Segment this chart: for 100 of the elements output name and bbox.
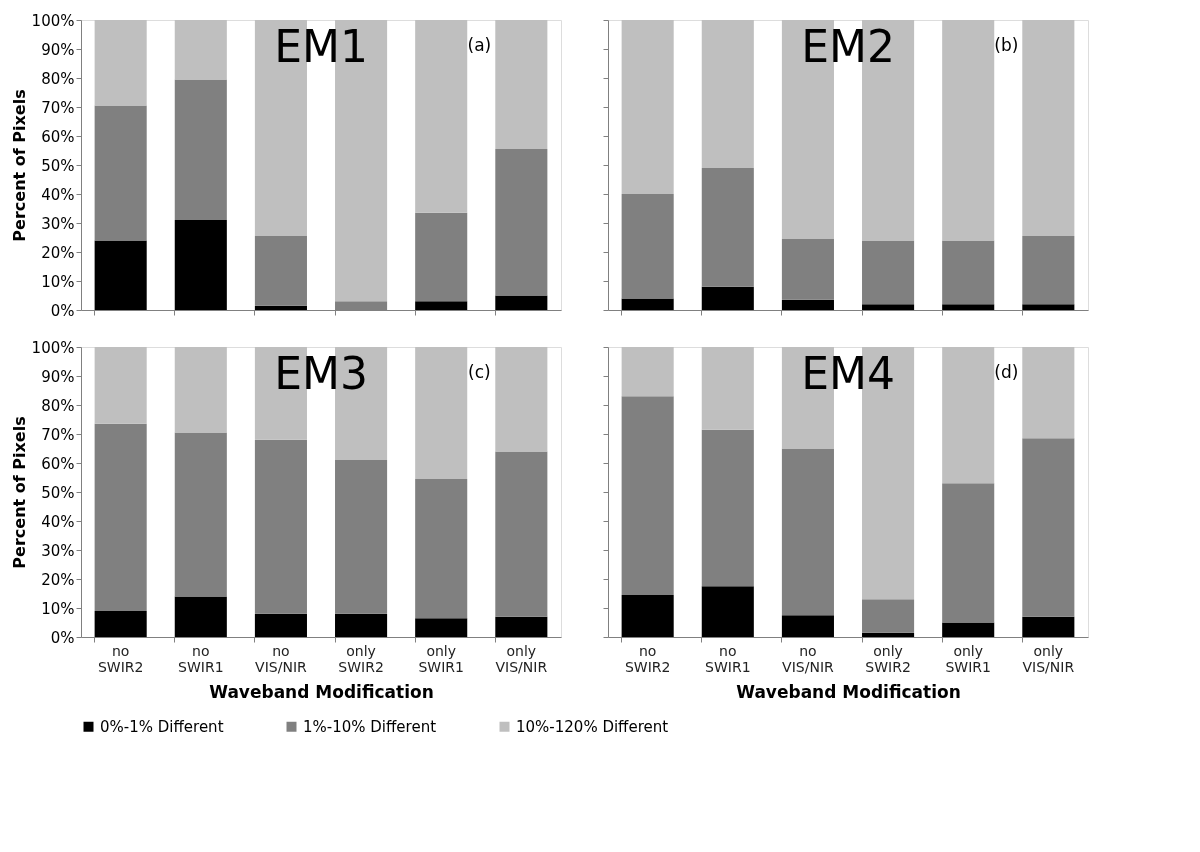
bar [335, 613, 388, 637]
bar [495, 451, 548, 617]
y-tick-label: 60% [41, 454, 75, 473]
y-tick-label: 30% [41, 214, 75, 233]
bar [942, 483, 995, 623]
x-tick-label: only VIS/NIR [495, 642, 548, 675]
bar [862, 240, 915, 305]
y-tick-label: 20% [41, 243, 75, 262]
bar [621, 194, 674, 299]
x-tick-label: no VIS/NIR [782, 642, 835, 675]
bar [781, 299, 834, 310]
annotation: (c) [468, 362, 491, 383]
bar [174, 347, 227, 433]
bar [942, 347, 995, 484]
y-tick-label: 10% [41, 599, 75, 618]
x-axis-title: Waveband Modification [209, 681, 434, 702]
bar [94, 423, 147, 611]
bar [415, 347, 468, 479]
y-tick-label: 0% [50, 628, 75, 647]
y-axis-title: Percent of Pixels [9, 89, 29, 242]
y-tick-label: 50% [41, 156, 75, 175]
bar [415, 478, 468, 619]
y-tick-label: 10% [41, 272, 75, 291]
x-tick-label: only SWIR2 [338, 642, 384, 675]
bar [415, 301, 468, 310]
x-tick-label: no SWIR1 [178, 642, 224, 675]
bar [254, 305, 307, 310]
y-tick-label: 60% [41, 127, 75, 146]
x-tick-label: no SWIR2 [624, 642, 671, 675]
annotation: EM2 [801, 21, 895, 72]
bar [621, 396, 674, 595]
bar [1022, 347, 1075, 439]
legend-label: 0%-1% Different [100, 717, 224, 736]
bar [942, 304, 995, 310]
bar [1022, 236, 1075, 305]
bar [1022, 304, 1075, 310]
annotation: (d) [994, 362, 1019, 383]
annotation: EM3 [274, 348, 368, 399]
bar [254, 236, 307, 306]
bar [621, 347, 674, 397]
bar [415, 20, 468, 213]
bar [1022, 616, 1075, 637]
bar [621, 594, 674, 637]
bar [942, 622, 995, 637]
annotation: EM4 [801, 348, 895, 399]
y-tick-label: 80% [41, 396, 75, 415]
bar [862, 632, 915, 637]
bar [174, 220, 227, 310]
y-tick-label: 70% [41, 98, 75, 117]
bar [254, 613, 307, 637]
bar [254, 439, 307, 614]
bar [701, 20, 754, 168]
bar [862, 599, 915, 633]
bar [94, 105, 147, 241]
y-tick-label: 80% [41, 69, 75, 88]
y-tick-label: 0% [50, 301, 75, 320]
bar [94, 20, 147, 106]
bar [495, 20, 548, 150]
y-tick-label: 70% [41, 425, 75, 444]
y-tick-label: 100% [31, 338, 75, 357]
y-tick-label: 30% [41, 541, 75, 560]
bar [701, 286, 754, 310]
bar [495, 149, 548, 296]
y-tick-label: 50% [41, 483, 75, 502]
x-tick-label: only VIS/NIR [1022, 642, 1075, 675]
bar [415, 618, 468, 637]
bar [495, 616, 548, 637]
x-axis-title: Waveband Modification [736, 681, 961, 702]
y-axis-title: Percent of Pixels [9, 416, 29, 569]
y-tick-label: 40% [41, 185, 75, 204]
y-tick-label: 90% [41, 40, 75, 59]
y-tick-label: 20% [41, 570, 75, 589]
bar [94, 347, 147, 424]
x-tick-label: no SWIR1 [705, 642, 751, 675]
x-tick-label: only SWIR1 [945, 642, 991, 675]
y-tick-label: 90% [41, 367, 75, 386]
annotation: (b) [994, 35, 1019, 56]
bar [942, 20, 995, 241]
bar [415, 212, 468, 302]
annotation: (a) [467, 35, 492, 56]
bar [942, 240, 995, 305]
bar [621, 298, 674, 310]
bar [1022, 20, 1075, 237]
y-tick-label: 100% [31, 11, 75, 30]
annotation: EM1 [274, 21, 368, 72]
bar [335, 460, 388, 614]
bar [174, 20, 227, 80]
bar [781, 615, 834, 637]
bar [94, 610, 147, 637]
bar [495, 347, 548, 452]
y-tick-label: 40% [41, 512, 75, 531]
bar [701, 586, 754, 637]
bar [701, 347, 754, 430]
bar [701, 167, 754, 287]
bar [862, 304, 915, 310]
x-tick-label: no VIS/NIR [255, 642, 308, 675]
x-tick-label: only SWIR2 [865, 642, 911, 675]
bar [701, 429, 754, 587]
bar [174, 79, 227, 221]
legend-label: 10%-120% Different [516, 717, 669, 736]
